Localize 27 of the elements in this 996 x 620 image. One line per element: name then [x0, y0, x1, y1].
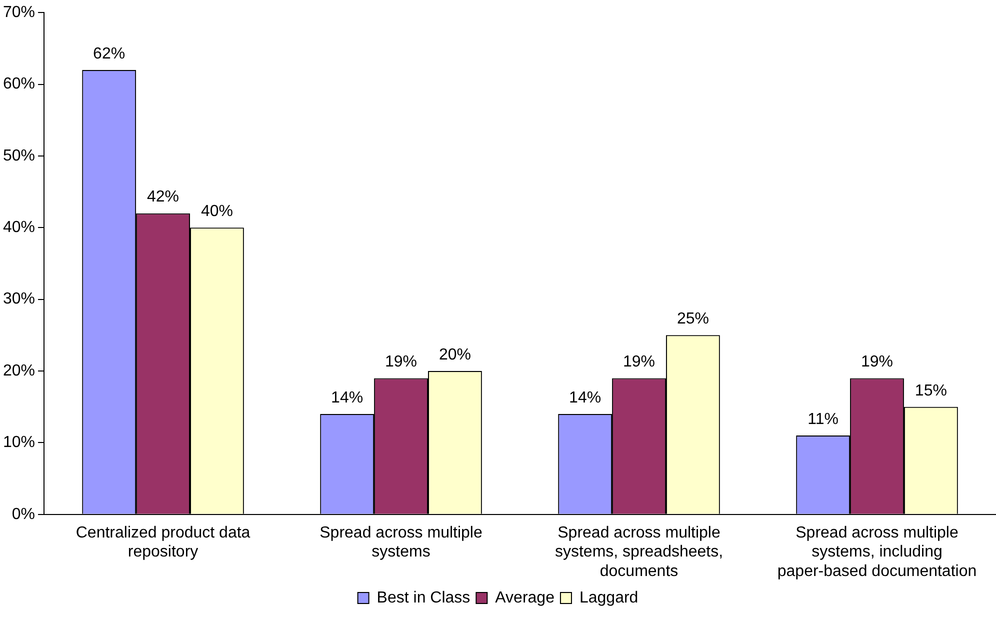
y-tick-label: 30%: [2, 290, 36, 308]
legend-label: Laggard: [579, 589, 638, 606]
y-tick-label: 60%: [2, 76, 36, 93]
text: 14%: [569, 389, 602, 406]
legend-label: Best in Class: [376, 589, 470, 606]
text: 19%: [860, 354, 894, 371]
text: 14%: [331, 389, 364, 406]
x-tick-label: Centralized product data repository: [76, 524, 250, 561]
text: 20%: [438, 346, 471, 364]
text: 62%: [93, 45, 126, 62]
text: 25%: [676, 310, 709, 328]
text: 42%: [147, 188, 180, 206]
y-tick-label: 70%: [2, 4, 36, 22]
text: 19%: [385, 354, 418, 371]
y-tick-label: 50%: [2, 147, 36, 164]
y-tick-label: 20%: [2, 362, 36, 380]
x-tick-label: Spread across multiple systems, including paper-based documentation: [777, 524, 977, 580]
text: 19%: [622, 354, 656, 371]
text: 15%: [914, 382, 947, 400]
x-tick-label: Spread across multiple systems: [320, 524, 482, 561]
text: 11%: [808, 410, 838, 428]
legend-label: Average: [495, 589, 555, 606]
y-tick-label: 0%: [12, 506, 36, 523]
x-tick-label: Spread across multiple systems, spreadsheets, documents: [554, 524, 724, 580]
text: 40%: [200, 203, 233, 220]
y-tick-label: 10%: [2, 434, 36, 452]
y-tick-label: 40%: [2, 219, 36, 236]
